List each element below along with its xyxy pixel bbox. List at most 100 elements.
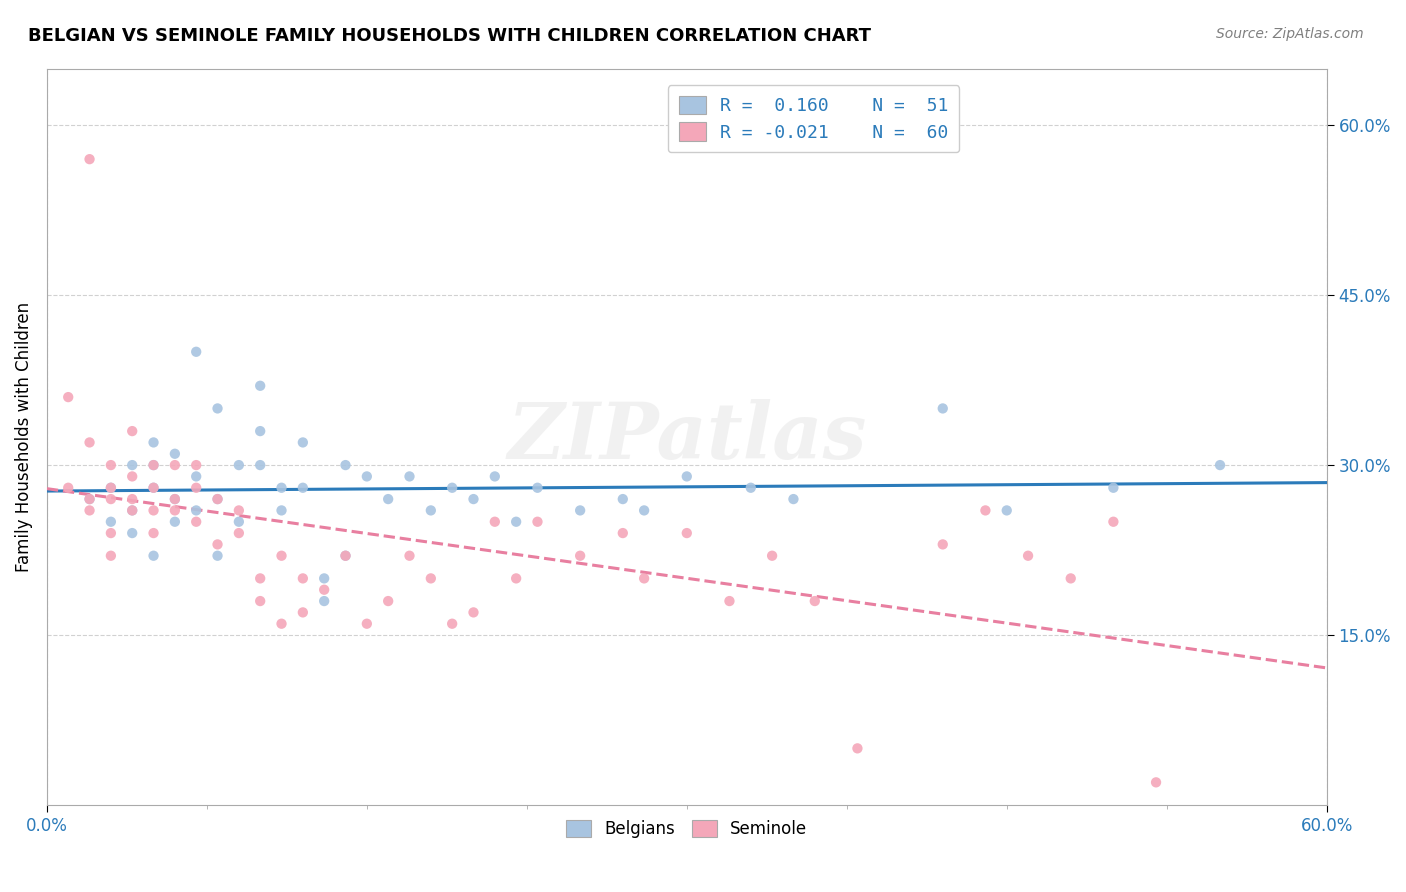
Point bbox=[356, 469, 378, 483]
Point bbox=[932, 537, 955, 551]
Point bbox=[186, 481, 208, 495]
Point bbox=[270, 616, 292, 631]
Point bbox=[163, 515, 186, 529]
Point bbox=[207, 549, 229, 563]
Point bbox=[186, 458, 208, 472]
Point bbox=[79, 152, 101, 166]
Point bbox=[142, 503, 165, 517]
Point bbox=[58, 481, 80, 495]
Point bbox=[974, 503, 997, 517]
Point bbox=[463, 606, 485, 620]
Point bbox=[675, 469, 697, 483]
Point bbox=[291, 481, 314, 495]
Point bbox=[398, 549, 420, 563]
Point bbox=[484, 469, 506, 483]
Point bbox=[186, 503, 208, 517]
Point bbox=[228, 458, 250, 472]
Point bbox=[207, 401, 229, 416]
Point bbox=[249, 571, 271, 585]
Point bbox=[846, 741, 869, 756]
Point bbox=[1060, 571, 1083, 585]
Point bbox=[142, 526, 165, 541]
Point bbox=[121, 492, 143, 507]
Point bbox=[270, 503, 292, 517]
Point bbox=[526, 481, 548, 495]
Point bbox=[569, 503, 592, 517]
Point bbox=[314, 582, 336, 597]
Point bbox=[633, 503, 655, 517]
Point bbox=[377, 492, 399, 507]
Point bbox=[484, 515, 506, 529]
Point bbox=[207, 492, 229, 507]
Point bbox=[142, 481, 165, 495]
Point bbox=[121, 503, 143, 517]
Point bbox=[79, 492, 101, 507]
Point bbox=[1102, 515, 1125, 529]
Point bbox=[100, 492, 122, 507]
Point bbox=[249, 458, 271, 472]
Point bbox=[163, 503, 186, 517]
Point bbox=[356, 616, 378, 631]
Point bbox=[441, 616, 464, 631]
Point bbox=[505, 571, 527, 585]
Point bbox=[419, 503, 441, 517]
Legend: Belgians, Seminole: Belgians, Seminole bbox=[560, 813, 814, 845]
Point bbox=[79, 435, 101, 450]
Point bbox=[121, 526, 143, 541]
Point bbox=[569, 549, 592, 563]
Point bbox=[291, 571, 314, 585]
Point bbox=[100, 526, 122, 541]
Point bbox=[249, 424, 271, 438]
Point bbox=[1017, 549, 1039, 563]
Point bbox=[79, 503, 101, 517]
Point bbox=[142, 458, 165, 472]
Point bbox=[121, 469, 143, 483]
Point bbox=[186, 515, 208, 529]
Point bbox=[228, 515, 250, 529]
Point bbox=[612, 492, 634, 507]
Point bbox=[335, 549, 357, 563]
Point bbox=[740, 481, 762, 495]
Point bbox=[633, 571, 655, 585]
Text: Source: ZipAtlas.com: Source: ZipAtlas.com bbox=[1216, 27, 1364, 41]
Point bbox=[142, 481, 165, 495]
Point bbox=[1209, 458, 1232, 472]
Point bbox=[291, 435, 314, 450]
Point bbox=[228, 526, 250, 541]
Point bbox=[314, 594, 336, 608]
Point bbox=[100, 481, 122, 495]
Text: ZIPatlas: ZIPatlas bbox=[508, 399, 866, 475]
Point bbox=[782, 492, 804, 507]
Point bbox=[249, 378, 271, 392]
Point bbox=[463, 492, 485, 507]
Point bbox=[761, 549, 783, 563]
Point bbox=[100, 515, 122, 529]
Point bbox=[100, 549, 122, 563]
Point bbox=[100, 458, 122, 472]
Point bbox=[803, 594, 825, 608]
Point bbox=[419, 571, 441, 585]
Point bbox=[163, 458, 186, 472]
Point bbox=[612, 526, 634, 541]
Point bbox=[526, 515, 548, 529]
Point bbox=[932, 401, 955, 416]
Point bbox=[163, 492, 186, 507]
Point bbox=[1102, 481, 1125, 495]
Y-axis label: Family Households with Children: Family Households with Children bbox=[15, 301, 32, 572]
Point bbox=[441, 481, 464, 495]
Point bbox=[121, 424, 143, 438]
Point bbox=[505, 515, 527, 529]
Point bbox=[270, 481, 292, 495]
Point bbox=[142, 435, 165, 450]
Point bbox=[163, 492, 186, 507]
Point bbox=[398, 469, 420, 483]
Point bbox=[163, 447, 186, 461]
Point bbox=[335, 458, 357, 472]
Point bbox=[207, 537, 229, 551]
Point bbox=[186, 469, 208, 483]
Point bbox=[718, 594, 741, 608]
Point bbox=[995, 503, 1018, 517]
Point bbox=[228, 503, 250, 517]
Point bbox=[142, 458, 165, 472]
Point bbox=[1144, 775, 1167, 789]
